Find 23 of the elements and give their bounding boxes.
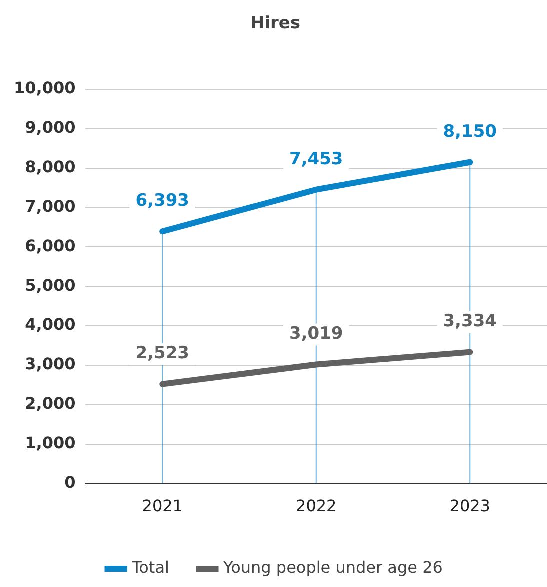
chart-title: Hires [250,14,301,34]
y-tick-label: 1,000 [25,434,76,453]
y-tick-label: 7,000 [25,196,76,216]
y-tick-label: 10,000 [14,78,76,98]
data-label: 3,334 [443,312,498,332]
x-tick-label: 2022 [296,496,337,516]
data-label: 8,150 [443,122,498,142]
y-tick-label: 3,000 [25,354,76,374]
legend-label: Total [131,558,170,578]
y-tick-label: 5,000 [25,276,76,295]
y-tick-label: 0 [64,472,76,492]
data-label: 2,523 [136,344,190,364]
data-label: 3,019 [289,324,344,344]
y-tick-label: 2,000 [25,394,76,414]
y-tick-label: 4,000 [25,315,76,334]
data-label: 7,453 [289,149,344,170]
data-label: 6,393 [136,191,190,212]
y-tick-label: 8,000 [25,157,76,176]
legend-label: Young people under age 26 [222,558,443,578]
y-tick-label: 9,000 [25,118,76,137]
y-tick-label: 6,000 [25,236,76,256]
x-tick-label: 2021 [142,496,183,516]
x-tick-label: 2023 [450,496,490,516]
